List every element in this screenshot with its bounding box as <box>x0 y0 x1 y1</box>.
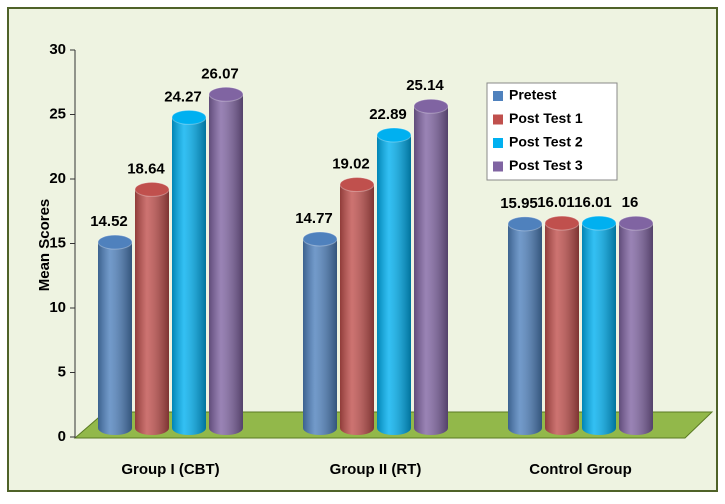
data-label: 19.02 <box>332 156 370 173</box>
x-tick-label: Group I (CBT) <box>121 461 219 478</box>
y-axis-label: Mean Scores <box>36 199 53 292</box>
y-tick-label: 25 <box>49 105 66 122</box>
bar-top <box>134 181 170 197</box>
bar-shade <box>209 94 243 435</box>
bar <box>302 231 338 435</box>
bar-top <box>208 86 244 102</box>
x-tick-label: Group II (RT) <box>330 461 422 478</box>
bar-shade <box>545 223 579 435</box>
data-label: 26.07 <box>201 65 239 82</box>
bar <box>581 215 617 435</box>
bar <box>544 215 580 435</box>
legend-label: Post Test 2 <box>509 134 583 150</box>
y-tick-label: 15 <box>49 234 66 251</box>
bar <box>97 234 133 435</box>
bar-top <box>413 98 449 114</box>
bar <box>339 177 375 435</box>
data-label: 14.52 <box>90 213 128 230</box>
data-label: 16.01 <box>574 194 612 211</box>
bar <box>171 109 207 436</box>
legend-swatch <box>493 91 503 101</box>
y-tick-label: 0 <box>58 428 66 445</box>
bar-shade <box>340 184 374 435</box>
bar <box>507 216 543 435</box>
bar <box>413 98 449 435</box>
data-label: 16.01 <box>537 194 575 211</box>
bar-shade <box>619 223 653 435</box>
bar-top <box>507 216 543 232</box>
bar <box>618 215 654 435</box>
bar-top <box>618 215 654 231</box>
legend-swatch <box>493 138 503 148</box>
bar-shade <box>377 135 411 435</box>
legend-swatch <box>493 161 503 172</box>
bar-top <box>581 215 617 231</box>
legend-label: Post Test 3 <box>509 157 583 173</box>
bar-top <box>97 234 133 250</box>
bar-shade <box>303 238 337 435</box>
data-label: 25.14 <box>406 77 444 94</box>
y-tick-label: 30 <box>49 41 66 58</box>
y-tick-label: 10 <box>49 299 66 316</box>
bar-shade <box>582 223 616 435</box>
bar-shade <box>135 189 169 435</box>
bar-shade <box>172 117 206 436</box>
bar-top <box>376 127 412 143</box>
legend-label: Post Test 1 <box>509 110 583 126</box>
bar-top <box>302 231 338 247</box>
bar-shade <box>508 223 542 435</box>
data-label: 16 <box>622 194 639 211</box>
bar-shade <box>98 242 132 435</box>
data-label: 24.27 <box>164 88 202 105</box>
data-label: 22.89 <box>369 106 407 123</box>
y-tick-label: 5 <box>58 363 66 380</box>
data-label: 18.64 <box>127 160 165 177</box>
legend-box <box>486 82 618 181</box>
bar <box>134 181 170 435</box>
bar-top <box>544 215 580 231</box>
legend-label: Pretest <box>509 87 557 103</box>
data-label: 14.77 <box>295 210 333 227</box>
bar-shade <box>414 106 448 435</box>
bar <box>376 127 412 435</box>
y-tick-label: 20 <box>49 170 66 187</box>
x-tick-label: Control Group <box>529 461 631 478</box>
bar <box>208 86 244 435</box>
legend-swatch <box>493 114 503 125</box>
data-label: 15.95 <box>500 195 538 212</box>
bar-top <box>339 177 375 193</box>
bar-top <box>171 109 207 125</box>
